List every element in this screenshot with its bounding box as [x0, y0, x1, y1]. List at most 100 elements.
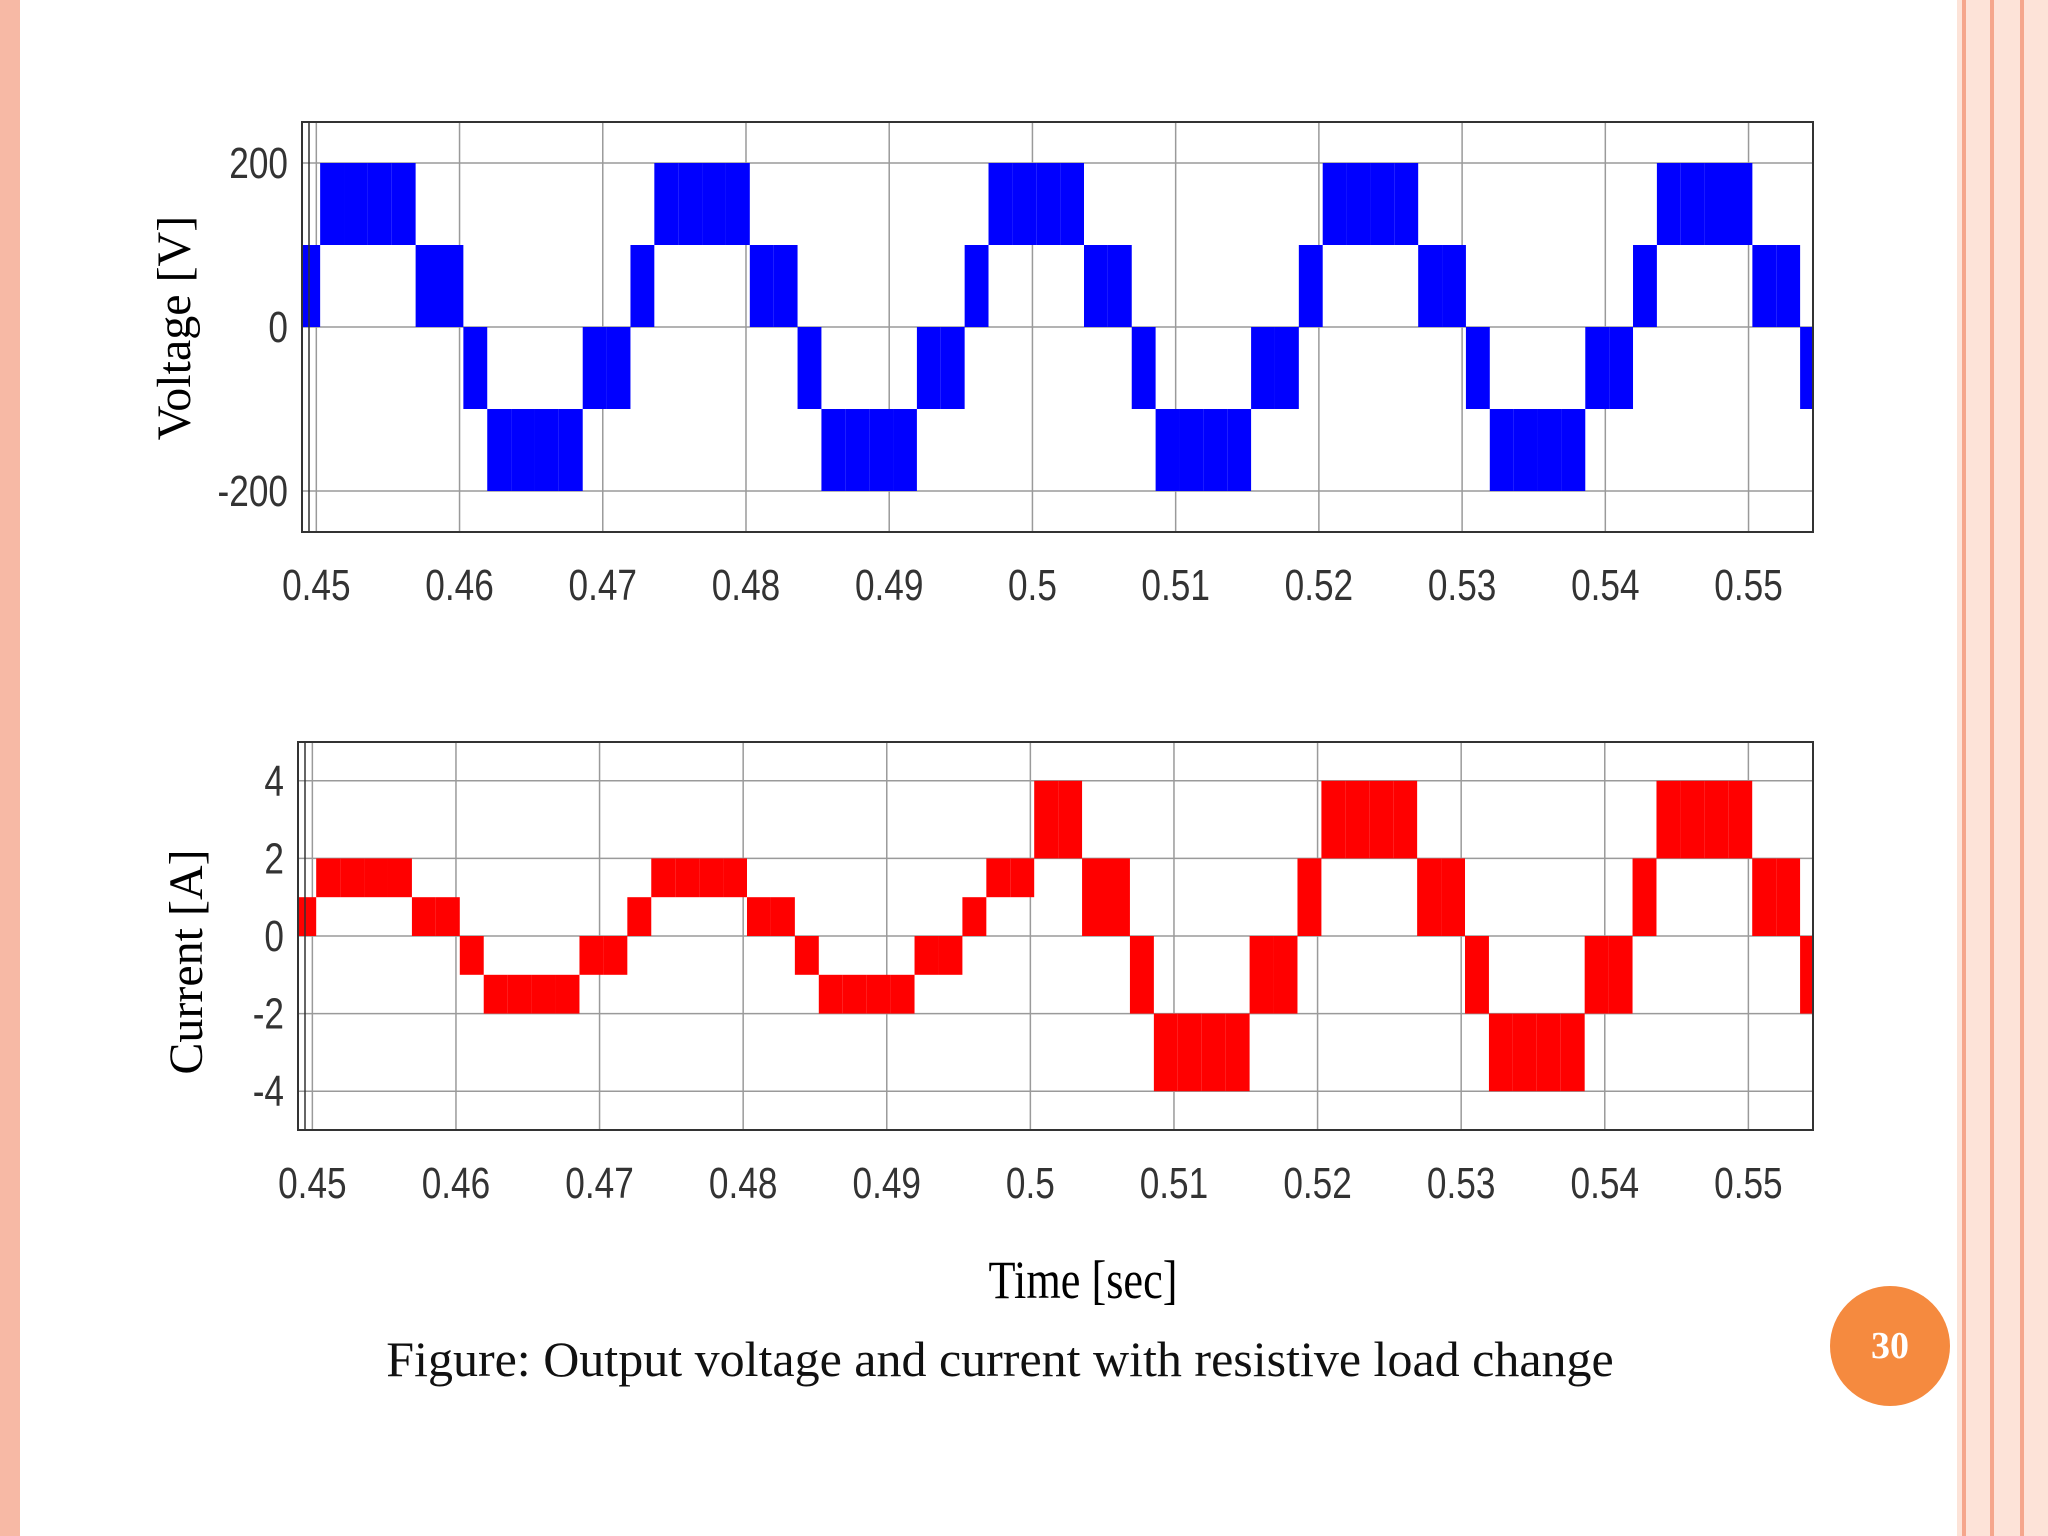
waveform-block: [1083, 245, 1108, 327]
page-number-badge: 30: [1830, 1286, 1950, 1406]
x-tick-label: 0.46: [422, 1159, 490, 1208]
waveform-block: [1153, 1013, 1178, 1092]
waveform-block: [1155, 409, 1180, 491]
waveform-block: [1656, 163, 1681, 245]
plot-frame: [301, 121, 1814, 533]
slide-right-line: [1990, 0, 1994, 1536]
waveform-block: [821, 409, 846, 491]
waveform-block: [651, 858, 676, 898]
waveform-block: [986, 858, 1011, 898]
waveform-block: [1107, 245, 1132, 327]
waveform-block: [1012, 163, 1037, 245]
waveform-block: [770, 897, 795, 936]
waveform-block: [1585, 327, 1610, 409]
waveform-block: [1418, 245, 1443, 327]
waveform-block: [439, 245, 464, 327]
waveform-block: [435, 897, 460, 936]
x-tick-label: 0.52: [1285, 561, 1353, 610]
voltage-chart: -200 0 200 0.45 0.46 0.47 0.48 0.49 0.5 0.51 0.52 0…: [218, 121, 1814, 610]
waveform-block: [1776, 858, 1801, 936]
waveform-block: [1393, 780, 1418, 859]
waveform-block: [1298, 245, 1323, 327]
waveform-block: [340, 858, 365, 898]
x-tick-label: 0.47: [565, 1159, 633, 1208]
waveform-block: [1800, 327, 1813, 409]
waveform-block: [1225, 1013, 1250, 1092]
waveform-block: [1537, 409, 1562, 491]
waveform-block: [627, 897, 652, 936]
slide-left-border: [0, 0, 20, 1536]
waveform-block: [603, 936, 628, 975]
x-tick-label: 0.55: [1714, 1159, 1782, 1208]
waveform-block: [794, 936, 819, 975]
waveform-block: [1201, 1013, 1226, 1092]
waveform-block: [316, 858, 341, 898]
waveform-block: [391, 163, 416, 245]
waveform-block: [842, 974, 867, 1014]
waveform-block: [1608, 936, 1633, 1014]
waveform-block: [463, 327, 488, 409]
slide-right-line: [2020, 0, 2024, 1536]
waveform-block: [606, 327, 631, 409]
waveform-block: [1465, 936, 1489, 1014]
waveform-block: [579, 936, 604, 975]
waveform-block: [1082, 858, 1107, 936]
waveform-block: [845, 409, 870, 491]
waveform-block: [534, 409, 559, 491]
slide-right-line: [1962, 0, 1966, 1536]
waveform-block: [415, 245, 440, 327]
waveform-block: [1249, 936, 1274, 1014]
waveform-block: [1417, 858, 1442, 936]
waveform-block: [1728, 163, 1753, 245]
y-tick-label: 0: [264, 912, 284, 961]
waveform-block: [411, 897, 436, 936]
x-tick-label: 0.49: [855, 561, 923, 610]
waveform-block: [459, 936, 484, 975]
waveform-block: [699, 858, 724, 898]
waveform-block: [1203, 409, 1228, 491]
waveform-block: [797, 327, 822, 409]
waveform-block: [869, 409, 894, 491]
waveform-block: [1394, 163, 1419, 245]
y-tick-label: -2: [253, 990, 284, 1039]
x-tick-label: 0.48: [712, 561, 780, 610]
waveform-block: [988, 163, 1013, 245]
waveform-block: [1704, 163, 1729, 245]
waveform-block: [1680, 780, 1705, 859]
x-tick-label: 0.47: [569, 561, 637, 610]
waveform-block: [364, 858, 388, 898]
waveform-block: [1584, 936, 1609, 1014]
waveform-block: [1776, 245, 1801, 327]
waveform-block: [1560, 1013, 1585, 1092]
x-tick-label: 0.5: [1008, 561, 1057, 610]
waveform-block: [1513, 409, 1538, 491]
waveform-block: [725, 163, 750, 245]
waveform-block: [1177, 1013, 1202, 1092]
y-tick-label: -200: [218, 467, 288, 516]
waveform-block: [302, 245, 321, 327]
waveform-block: [320, 163, 345, 245]
y-tick-label: -4: [253, 1068, 284, 1117]
y-tick-label: 2: [264, 835, 284, 884]
waveform-block: [914, 936, 939, 975]
waveform-block: [1752, 245, 1777, 327]
waveform-block: [675, 858, 700, 898]
y-tick-label: 200: [229, 139, 288, 188]
waveform-block: [962, 897, 987, 936]
waveform-block: [940, 327, 965, 409]
waveform-block: [582, 327, 607, 409]
waveform-block: [1345, 780, 1370, 859]
waveform-block: [1321, 780, 1346, 859]
x-tick-label: 0.5: [1006, 1159, 1055, 1208]
waveform-block: [507, 974, 532, 1014]
waveform-block: [702, 163, 726, 245]
waveform-block: [1131, 327, 1156, 409]
waveform-block: [866, 974, 891, 1014]
waveform-block: [344, 163, 368, 245]
x-tick-label: 0.51: [1140, 1159, 1208, 1208]
series-waveform: [298, 780, 1813, 1092]
waveform-block: [1488, 1013, 1513, 1092]
waveform-block: [1322, 163, 1347, 245]
series-waveform: [302, 163, 1813, 491]
